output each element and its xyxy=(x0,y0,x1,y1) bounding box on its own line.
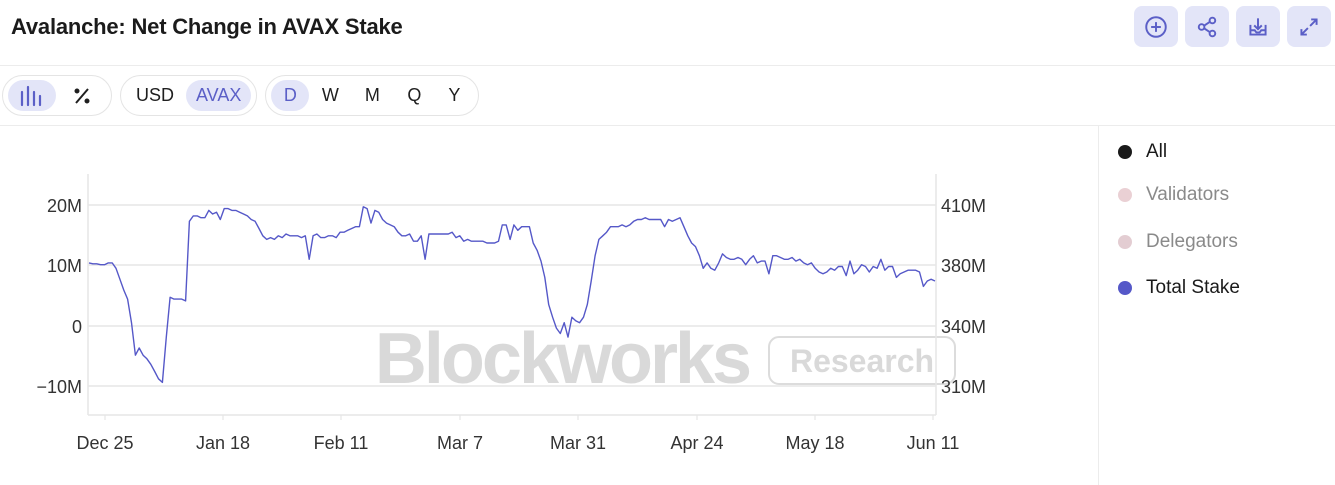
header-divider xyxy=(0,65,1335,66)
axes: 20M 10M 0 −10M 410M 380M 340M 310M Dec 25 Jan 18 F… xyxy=(36,174,986,453)
y-right-tick-label: 340M xyxy=(941,317,986,337)
legend-dot xyxy=(1118,235,1132,249)
x-tick-label: Feb 11 xyxy=(314,433,369,453)
grid-lines xyxy=(88,204,936,387)
legend-label: Validators xyxy=(1146,184,1230,205)
line-chart: Blockworks Research 20M 10M 0 −10M 410M 380M 3… xyxy=(36,174,986,453)
x-tick-label: Jan 18 xyxy=(196,433,250,453)
watermark-badge xyxy=(768,336,956,385)
timeframe-toggle: D W M Q Y xyxy=(265,75,480,116)
chart-type-toggle xyxy=(2,75,112,116)
y-right-tick-label: 410M xyxy=(941,196,986,216)
share-button[interactable] xyxy=(1185,6,1229,47)
legend-label: All xyxy=(1146,141,1168,162)
expand-button[interactable] xyxy=(1287,6,1331,47)
y-left-tick-label: 0 xyxy=(72,317,82,337)
legend-label: Delegators xyxy=(1146,231,1238,252)
legend-dot xyxy=(1118,281,1132,295)
timeframe-y[interactable]: Y xyxy=(448,85,461,105)
currency-toggle: USD AVAX xyxy=(120,75,258,116)
bar-chart-toggle[interactable] xyxy=(8,80,56,111)
chart-title: Avalanche: Net Change in AVAX Stake xyxy=(11,14,403,39)
legend-item[interactable]: Total Stake xyxy=(1118,276,1240,300)
toolbar-divider xyxy=(0,125,1335,126)
legend-item[interactable]: All xyxy=(1118,140,1167,164)
x-tick-label: May 18 xyxy=(785,433,844,453)
bar-chart-icon xyxy=(20,85,42,106)
watermark-brand: Blockworks xyxy=(375,319,750,399)
series-line-total-stake xyxy=(88,206,936,384)
watermark: Blockworks Research xyxy=(375,319,956,399)
currency-avax[interactable]: AVAX xyxy=(186,80,252,111)
legend-item[interactable]: Validators xyxy=(1118,183,1229,207)
y-right-tick-label: 380M xyxy=(941,256,986,276)
x-tick-label: Mar 31 xyxy=(550,433,606,453)
x-tick-label: Jun 11 xyxy=(907,433,960,453)
x-tick-label: Mar 7 xyxy=(437,433,483,453)
x-tick-label: Apr 24 xyxy=(670,433,723,453)
percent-icon xyxy=(74,87,90,104)
x-tick-label: Dec 25 xyxy=(76,433,133,453)
header-actions xyxy=(1134,6,1331,47)
y-right-tick-label: 310M xyxy=(941,377,986,397)
add-circle-icon xyxy=(1145,15,1167,38)
legend-dot xyxy=(1118,145,1132,159)
share-icon xyxy=(1197,16,1217,37)
timeframe-m[interactable]: M xyxy=(364,85,380,105)
download-button[interactable] xyxy=(1236,6,1280,47)
timeframe-w[interactable]: W xyxy=(321,85,339,105)
y-left-tick-label: −10M xyxy=(36,377,82,397)
timeframe-d[interactable]: D xyxy=(271,80,310,111)
legend-dot xyxy=(1118,188,1132,202)
timeframe-q[interactable]: Q xyxy=(407,85,422,105)
y-left-tick-label: 10M xyxy=(47,256,82,276)
expand-icon xyxy=(1300,17,1318,36)
watermark-tag: Research xyxy=(790,343,934,379)
currency-usd[interactable]: USD xyxy=(136,85,175,105)
add-button[interactable] xyxy=(1134,6,1178,47)
legend-label: Total Stake xyxy=(1146,277,1240,298)
chart-toolbar: USD AVAX D W M Q Y xyxy=(2,75,480,116)
download-icon xyxy=(1249,17,1267,36)
percent-toggle[interactable] xyxy=(58,80,106,111)
series-group xyxy=(88,206,936,384)
y-left-tick-label: 20M xyxy=(47,196,82,216)
legend-divider xyxy=(1098,125,1099,485)
legend-item[interactable]: Delegators xyxy=(1118,230,1238,254)
